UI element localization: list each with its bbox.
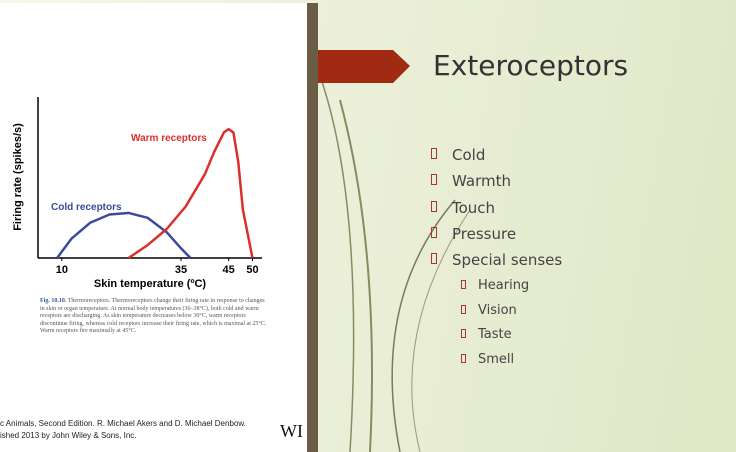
bullet-marker: [461, 280, 466, 289]
bullet-marker: [431, 226, 437, 238]
sub-bullet: Taste: [478, 327, 512, 342]
caption: Fig. 10.10. Thermoreceptors. Thermorecep…: [40, 298, 268, 336]
sub-bullet: Hearing: [478, 278, 530, 293]
caption-text: Thermoreceptors. Thermoreceptors change …: [40, 298, 267, 334]
bullet-marker: [431, 200, 437, 212]
series-line: [56, 211, 192, 259]
series-label: Warm receptors: [131, 133, 207, 144]
y-axis-label: Firing rate (spikes/s): [12, 123, 24, 231]
divider: [307, 3, 318, 452]
bullet-marker: [461, 304, 466, 314]
x-tick-label: 10: [56, 264, 68, 276]
credit: ished 2013 by John Wiley & Sons, Inc.: [0, 431, 137, 440]
bullet-marker: [461, 329, 466, 338]
bullet: Touch: [452, 198, 496, 217]
figure-panel: [0, 3, 307, 452]
x-tick-label: 45: [223, 264, 235, 276]
publisher: WI: [280, 421, 303, 441]
slide-title: Exteroceptors: [433, 49, 629, 82]
x-tick-label: 50: [246, 264, 258, 276]
x-tick-label: 35: [175, 264, 187, 276]
caption-label: Fig. 10.10.: [40, 298, 67, 304]
sub-bullet: Smell: [478, 351, 515, 367]
bullet: Cold: [452, 146, 486, 164]
bullet: Pressure: [452, 224, 517, 243]
bullet-marker: [461, 353, 466, 363]
series-label: Cold receptors: [51, 202, 122, 213]
chart: Skin temperature (ºC) Firing rate (spike…: [12, 97, 262, 290]
bullet: Special senses: [452, 251, 563, 270]
bullet-marker: [431, 253, 437, 265]
bullet: Warmth: [452, 172, 511, 191]
x-axis-label: Skin temperature (ºC): [94, 278, 207, 290]
series-line: [127, 127, 254, 260]
credit: c Animals, Second Edition. R. Michael Ak…: [0, 419, 246, 428]
bullet-marker: [431, 148, 437, 159]
sub-bullet: Vision: [478, 302, 517, 318]
bullet-marker: [431, 174, 437, 186]
